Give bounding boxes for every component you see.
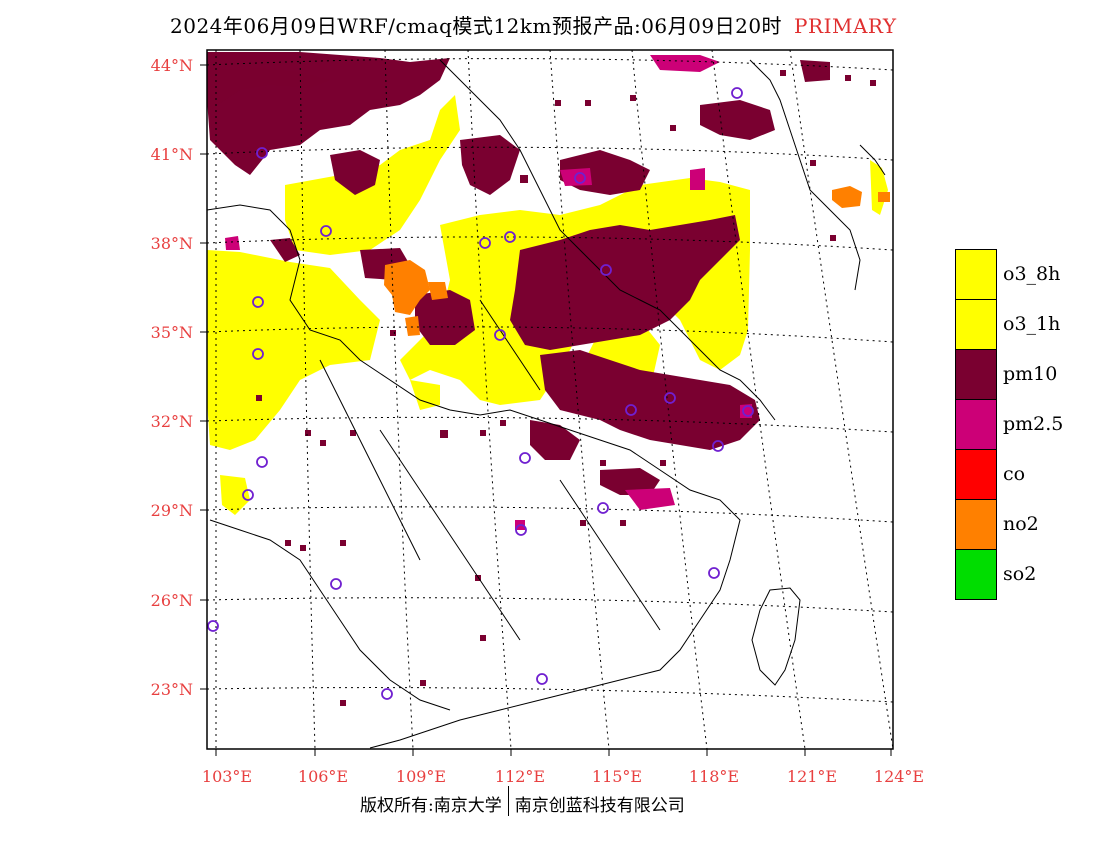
- station-markers: [207, 87, 754, 700]
- lat-label-23: 23°N: [151, 680, 193, 699]
- lon-label-106: 106°E: [298, 767, 348, 786]
- lon-labels: 103°E 106°E 109°E 112°E 115°E 118°E 121°…: [202, 767, 924, 786]
- legend-swatch: [955, 349, 997, 399]
- title-text: 2024年06月09日WRF/cmaq模式12km预报产品:06月09日20时: [170, 14, 783, 38]
- legend-swatch: [955, 449, 997, 499]
- legend-label: o3_1h: [1003, 313, 1061, 335]
- copyright-right: 南京创蓝科技有限公司: [514, 796, 685, 816]
- title-pollutant-tag: PRIMARY: [794, 14, 897, 38]
- legend-swatch: [955, 549, 997, 600]
- legend-swatch: [955, 499, 997, 549]
- lon-label-112: 112°E: [495, 767, 545, 786]
- lon-label-115: 115°E: [592, 767, 642, 786]
- map-frame: [206, 49, 894, 750]
- lat-label-35: 35°N: [151, 323, 193, 342]
- lon-label-103: 103°E: [202, 767, 252, 786]
- legend-item-pm10: pm10: [955, 349, 1095, 399]
- lat-labels: 44°N 41°N 38°N 35°N 32°N 29°N 26°N 23°N: [151, 56, 193, 699]
- lon-label-121: 121°E: [787, 767, 837, 786]
- legend-label: so2: [1003, 563, 1037, 585]
- legend-label: no2: [1003, 513, 1039, 535]
- legend-item-pm25: pm2.5: [955, 399, 1095, 449]
- lat-label-41: 41°N: [151, 145, 193, 164]
- legend-item-so2: so2: [955, 549, 1095, 600]
- legend-item-co: co: [955, 449, 1095, 499]
- pm10-region: [207, 52, 830, 495]
- lat-ticks: [200, 64, 207, 690]
- legend-label: pm10: [1003, 363, 1058, 385]
- legend-item-o3-8h: o3_8h: [955, 249, 1095, 299]
- legend-label: o3_8h: [1003, 263, 1061, 285]
- no2-region: [384, 186, 890, 336]
- legend-label: co: [1003, 463, 1026, 485]
- lon-ticks: [215, 749, 892, 756]
- footer-divider: [507, 785, 509, 816]
- lat-label-32: 32°N: [151, 412, 193, 431]
- legend: o3_8h o3_1h pm10 pm2.5 co no2 so2: [955, 249, 1095, 600]
- copyright-left: 版权所有:南京大学: [360, 796, 502, 816]
- pollutant-layer: [207, 52, 890, 706]
- legend-item-o3-1h: o3_1h: [955, 299, 1095, 349]
- map-title: 2024年06月09日WRF/cmaq模式12km预报产品:06月09日20时 P…: [170, 10, 897, 39]
- lat-label-38: 38°N: [151, 234, 193, 253]
- boundary-lines: [207, 59, 886, 749]
- lon-label-124: 124°E: [874, 767, 924, 786]
- legend-label: pm2.5: [1003, 413, 1064, 435]
- lat-label-29: 29°N: [151, 501, 193, 520]
- lon-label-118: 118°E: [689, 767, 739, 786]
- graticule: [207, 50, 893, 749]
- copyright-footer: 版权所有:南京大学 南京创蓝科技有限公司: [360, 785, 685, 822]
- legend-swatch: [955, 399, 997, 449]
- legend-item-no2: no2: [955, 499, 1095, 549]
- legend-swatch: [955, 249, 997, 299]
- lat-label-26: 26°N: [151, 591, 193, 610]
- legend-swatch: [955, 299, 997, 349]
- scattered-cells: [256, 70, 876, 706]
- lat-label-44: 44°N: [151, 56, 193, 75]
- lon-label-109: 109°E: [396, 767, 446, 786]
- pm25-region: [225, 55, 752, 530]
